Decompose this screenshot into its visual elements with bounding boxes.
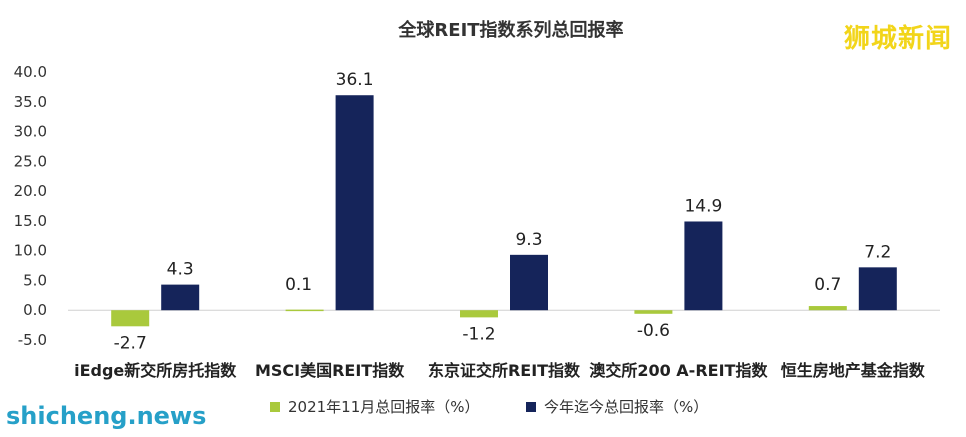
category-label: 恒生房地产基金指数: [781, 361, 926, 380]
y-tick-label: 40.0: [14, 63, 47, 81]
y-axis-ticks: -5.0 0.0 5.0 10.0 15.0 20.0 25.0 30.0 35.0 40.0: [14, 63, 47, 349]
legend-swatch: [270, 402, 280, 412]
data-label: 36.1: [336, 70, 374, 90]
bar-ytd-0: [161, 284, 200, 311]
bar-ytd-3: [684, 221, 723, 311]
y-tick-label: 15.0: [14, 212, 47, 230]
data-label: 0.7: [814, 275, 841, 295]
data-label: -0.6: [637, 321, 670, 341]
y-tick-label: 5.0: [23, 271, 47, 289]
bar-ytd-2: [510, 254, 548, 311]
category-label: 东京证交所REIT指数: [428, 361, 581, 380]
bar-nov-2021-2: [460, 310, 498, 318]
watermark-bottom: shicheng.news: [6, 402, 207, 430]
category-label: iEdge新交所房托指数: [74, 361, 237, 380]
bar-nov-2021-3: [634, 310, 673, 314]
data-label: 14.9: [684, 196, 722, 216]
data-label: 4.3: [167, 260, 194, 280]
bars: [111, 95, 897, 327]
legend-swatch: [526, 402, 536, 412]
bar-ytd-1: [335, 95, 374, 311]
y-tick-label: 10.0: [14, 242, 47, 260]
watermark-top: 狮城新闻: [843, 24, 952, 54]
data-label: 9.3: [515, 230, 542, 250]
category-labels: iEdge新交所房托指数 MSCI美国REIT指数 东京证交所REIT指数 澳交所20…: [74, 361, 926, 380]
bar-nov-2021-0: [111, 310, 150, 327]
y-tick-label: 20.0: [14, 182, 47, 200]
data-label: -2.7: [114, 333, 147, 353]
data-labels: -2.7 4.3 0.1 36.1 -1.2 9.3 -0.6 14.9 0.7 7.2: [114, 70, 892, 353]
legend: 2021年11月总回报率（%） 今年迄今总回报率（%）: [270, 398, 708, 416]
legend-label: 2021年11月总回报率（%）: [288, 398, 480, 416]
bar-nov-2021-1: [285, 309, 324, 312]
y-tick-label: 0.0: [23, 301, 47, 319]
category-label: MSCI美国REIT指数: [255, 361, 405, 380]
category-label: 澳交所200 A-REIT指数: [589, 361, 768, 380]
y-tick-label: 30.0: [14, 123, 47, 141]
data-label: -1.2: [462, 324, 495, 344]
chart-title: 全球REIT指数系列总回报率: [397, 19, 623, 41]
legend-label: 今年迄今总回报率（%）: [544, 398, 708, 416]
bar-nov-2021-4: [808, 306, 847, 311]
y-tick-label: 25.0: [14, 152, 47, 170]
y-tick-label: -5.0: [18, 331, 47, 349]
bar-ytd-4: [858, 267, 897, 311]
y-tick-label: 35.0: [14, 93, 47, 111]
data-label: 7.2: [864, 242, 891, 262]
data-label: 0.1: [285, 275, 312, 295]
